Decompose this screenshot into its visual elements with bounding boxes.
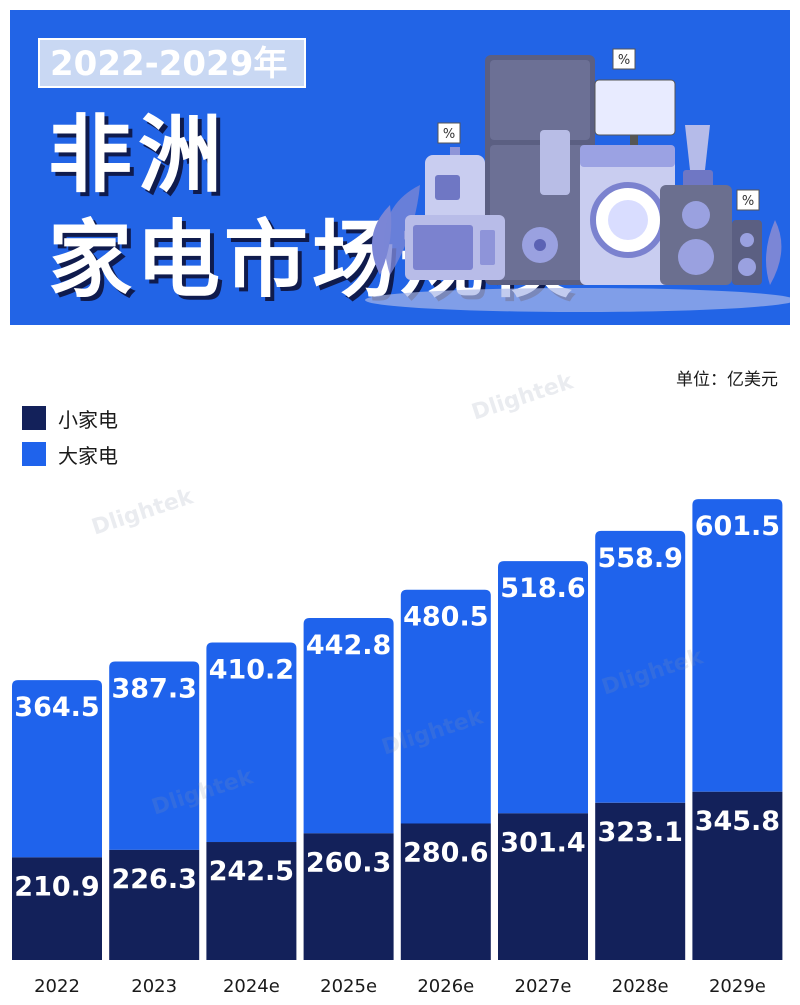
bar-large-2029e — [692, 499, 783, 792]
bar-small-2028e — [595, 802, 686, 960]
stacked-bar-chart: 364.5 210.9 2022 387.3 226.3 2023 410.2 242.5 20… — [12, 499, 783, 997]
title-line-1: 非洲 — [48, 106, 229, 204]
leaf-icon — [372, 185, 420, 275]
label-large-2025e: 442.8 — [306, 630, 391, 661]
label-small-2026e: 280.6 — [403, 837, 488, 868]
floor-shadow — [365, 288, 790, 312]
label-large-2027e: 518.6 — [500, 573, 585, 604]
label-small-2022: 210.9 — [14, 871, 99, 902]
fan-icon — [522, 227, 558, 263]
speaker-icon: % — [660, 185, 762, 285]
year-range-box — [38, 38, 306, 88]
category-label-2026e: 2026e — [417, 976, 474, 997]
bar-small-2025e — [303, 833, 394, 960]
label-small-2029e: 345.8 — [695, 806, 780, 837]
label-large-2028e: 558.9 — [597, 543, 682, 574]
category-label-2022: 2022 — [34, 976, 80, 997]
label-small-2025e: 260.3 — [306, 847, 391, 878]
legend-swatch-large — [22, 442, 46, 466]
microwave-icon — [405, 215, 505, 280]
bar-large-2025e — [303, 617, 394, 834]
bar-large-2023 — [109, 661, 200, 850]
svg-text:%: % — [742, 194, 754, 209]
label-small-2024e: 242.5 — [209, 856, 294, 887]
label-small-2023: 226.3 — [111, 864, 196, 895]
appliances-illustration: % % — [365, 48, 790, 312]
category-label-2024e: 2024e — [223, 976, 280, 997]
bar-small-2026e — [400, 823, 491, 960]
bar-large-2024e — [206, 642, 297, 843]
label-large-2023: 387.3 — [111, 673, 196, 704]
label-small-2027e: 301.4 — [500, 827, 585, 858]
category-label-2028e: 2028e — [612, 976, 669, 997]
bar-large-2028e — [595, 530, 686, 803]
label-small-2028e: 323.1 — [597, 817, 682, 848]
blender-icon — [683, 125, 713, 190]
svg-text:%: % — [618, 53, 630, 68]
washing-machine-icon — [580, 145, 675, 285]
bar-large-2022 — [12, 680, 102, 858]
label-large-2024e: 410.2 — [209, 654, 294, 685]
svg-text:%: % — [443, 127, 455, 142]
bar-small-2023 — [109, 849, 200, 960]
label-large-2026e: 480.5 — [403, 602, 488, 633]
bar-small-2027e — [498, 813, 588, 960]
year-range: 2022-2029年 — [50, 44, 288, 84]
legend-label-small: 小家电 — [58, 407, 118, 432]
leaf-icon — [766, 220, 782, 285]
legend-item-large: 大家电 — [22, 436, 118, 472]
bar-small-2022 — [12, 857, 102, 960]
bar-small-2029e — [692, 791, 783, 960]
category-label-2027e: 2027e — [515, 976, 572, 997]
refrigerator-icon — [485, 55, 595, 285]
bar-large-2026e — [400, 589, 491, 824]
tv-icon: % — [594, 48, 676, 145]
category-label-2023: 2023 — [131, 976, 177, 997]
banner: 2022-2029年 非洲 家电市场规模 % — [10, 10, 790, 325]
legend-label-large: 大家电 — [58, 443, 118, 468]
category-label-2025e: 2025e — [320, 976, 377, 997]
label-large-2022: 364.5 — [14, 692, 99, 723]
bar-large-2027e — [498, 561, 588, 814]
legend-swatch-small — [22, 406, 46, 430]
rice-cooker-icon: % — [425, 122, 485, 230]
legend-item-small: 小家电 — [22, 400, 118, 436]
label-large-2029e: 601.5 — [695, 511, 780, 542]
category-label-2029e: 2029e — [709, 976, 766, 997]
legend: 小家电 大家电 — [22, 400, 118, 472]
unit-label: 单位：亿美元 — [676, 370, 778, 390]
bar-small-2024e — [206, 842, 297, 960]
